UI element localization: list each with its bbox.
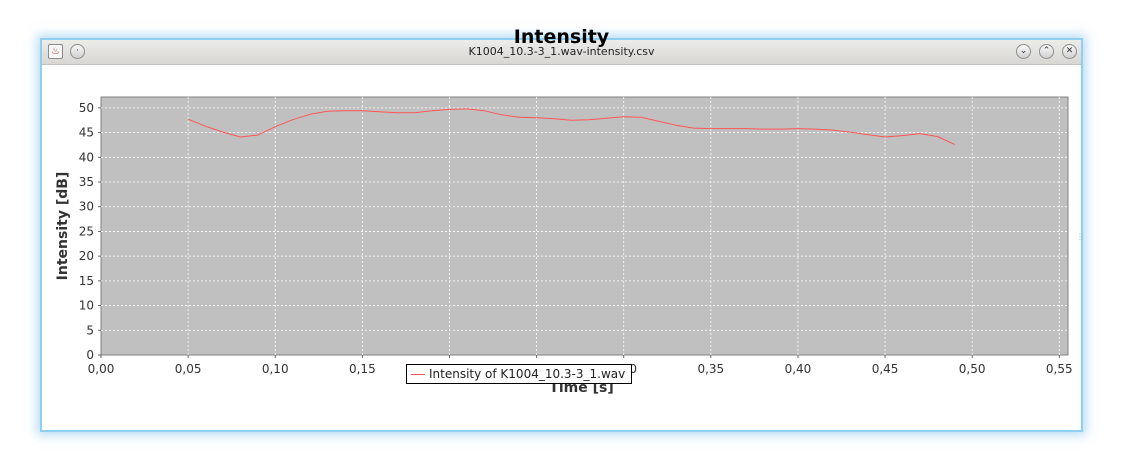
minimize-button[interactable]: ⌄ <box>1016 44 1031 59</box>
x-tick-label: 0,40 <box>785 362 812 376</box>
y-axis-label: Intensity [dB] <box>55 172 71 281</box>
y-tick-label: 35 <box>79 175 94 189</box>
x-tick-label: 0,05 <box>175 362 202 376</box>
x-axis-label: Time [s] <box>549 380 613 396</box>
y-tick-label: 25 <box>79 224 94 238</box>
title-bar[interactable]: ♨ · K1004_10.3-3_1.wav-intensity.csv ⌄ ⌃… <box>42 40 1081 65</box>
chart-legend: Intensity of K1004_10.3-3_1.wav <box>406 364 633 384</box>
y-tick-label: 30 <box>79 200 94 214</box>
resize-grip[interactable]: ⋮ <box>1076 232 1084 241</box>
maximize-button[interactable]: ⌃ <box>1039 44 1054 59</box>
plot-area <box>100 96 1069 356</box>
y-tick-label: 0 <box>86 348 94 362</box>
close-button[interactable]: ✕ <box>1062 44 1077 59</box>
legend-swatch <box>411 374 425 375</box>
x-tick-label: 0,15 <box>349 362 376 376</box>
x-tick-label: 0,55 <box>1046 362 1073 376</box>
y-tick-label: 15 <box>79 274 94 288</box>
x-tick-label: 0,10 <box>262 362 289 376</box>
x-tick-label: 0,45 <box>872 362 899 376</box>
chevron-up-icon: ⌃ <box>1042 46 1051 56</box>
y-tick-label: 45 <box>79 126 94 140</box>
x-tick-label: 0,50 <box>959 362 986 376</box>
menu-button[interactable]: · <box>70 44 85 59</box>
y-tick-label: 10 <box>79 299 94 313</box>
window-title: K1004_10.3-3_1.wav-intensity.csv <box>468 45 655 58</box>
series-line-0 <box>187 108 955 145</box>
legend-label: Intensity of K1004_10.3-3_1.wav <box>429 367 626 381</box>
y-tick-label: 20 <box>79 249 94 263</box>
chevron-down-icon: ⌄ <box>1019 46 1028 56</box>
y-tick-label: 40 <box>79 150 94 164</box>
y-tick-label: 5 <box>86 323 94 337</box>
dot-icon: · <box>76 46 79 56</box>
y-tick-label: 50 <box>79 101 94 115</box>
x-tick-label: 0,00 <box>88 362 115 376</box>
chart-title: Intensity <box>513 26 610 48</box>
x-tick-label: 0,35 <box>697 362 724 376</box>
java-icon[interactable]: ♨ <box>48 44 63 59</box>
close-icon: ✕ <box>1065 46 1074 56</box>
